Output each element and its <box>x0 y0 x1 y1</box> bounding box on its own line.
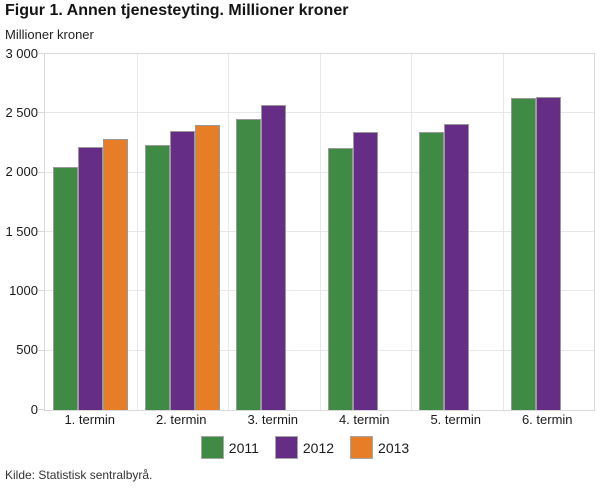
bar-2011-3. termin <box>236 119 262 410</box>
x-tick-label-2: 2. termin <box>155 412 207 427</box>
legend-label-2011: 2011 <box>228 439 259 456</box>
y-tick-label-2500: 2 500 <box>5 104 38 120</box>
y-tick-label-1500: 1 500 <box>5 223 38 239</box>
bar-2012-5. termin <box>444 124 470 410</box>
y-tick-mark-0 <box>38 409 44 410</box>
gridline-x-4 <box>411 54 412 410</box>
source-note: Kilde: Statistisk sentralbyrå. <box>5 468 153 482</box>
legend-item-2011: 2011 <box>200 436 259 459</box>
bar-2013-1. termin <box>103 139 129 410</box>
x-tick-label-1: 1. termin <box>64 412 116 427</box>
bar-2012-3. termin <box>261 105 287 410</box>
bar-2011-2. termin <box>144 145 170 410</box>
y-tick-mark-3000 <box>38 53 44 54</box>
legend-swatch-2013 <box>350 436 374 459</box>
x-tick-label-3: 3. termin <box>247 412 299 427</box>
plot-area <box>44 53 595 411</box>
chart-title: Figur 1. Annen tjenesteyting. Millioner … <box>5 2 349 19</box>
bar-2011-6. termin <box>510 97 536 410</box>
x-tick-label-6: 6. termin <box>521 412 573 427</box>
bar-2011-1. termin <box>53 166 79 410</box>
bar-2012-2. termin <box>169 131 195 410</box>
legend: 2011 2012 2013 <box>0 436 610 459</box>
gridline-x-5 <box>502 54 504 410</box>
bar-2011-4. termin <box>327 147 353 410</box>
bar-2011-5. termin <box>419 132 445 410</box>
legend-item-2013: 2013 <box>350 436 409 459</box>
y-tick-mark-1500 <box>38 231 44 232</box>
x-tick-label-4: 4. termin <box>338 412 390 427</box>
legend-label-2013: 2013 <box>378 439 410 456</box>
y-tick-mark-2500 <box>38 112 44 114</box>
y-tick-mark-1000 <box>38 290 44 292</box>
y-tick-label-1000: 1000 <box>9 282 38 298</box>
bar-2012-4. termin <box>352 132 378 410</box>
x-tick-label-5: 5. termin <box>430 412 482 427</box>
legend-item-2012: 2012 <box>274 436 335 459</box>
gridline-x-2 <box>228 54 229 410</box>
y-tick-label-2000: 2 000 <box>5 164 38 180</box>
gridline-x-1 <box>136 54 138 410</box>
y-tick-mark-500 <box>38 349 44 351</box>
y-tick-label-0: 0 <box>30 401 38 417</box>
bar-2013-2. termin <box>194 125 220 410</box>
y-tick-label-3000: 3 000 <box>5 45 38 61</box>
legend-swatch-2011 <box>200 436 224 459</box>
y-tick-label-500: 500 <box>16 342 38 358</box>
bar-2012-6. termin <box>535 96 561 410</box>
legend-swatch-2012 <box>274 436 298 459</box>
legend-label-2012: 2012 <box>302 439 335 456</box>
y-tick-mark-2000 <box>38 171 44 173</box>
gridline-x-3 <box>319 54 321 410</box>
bar-2012-1. termin <box>78 146 104 410</box>
y-axis-unit-label: Millioner kroner <box>5 27 94 42</box>
